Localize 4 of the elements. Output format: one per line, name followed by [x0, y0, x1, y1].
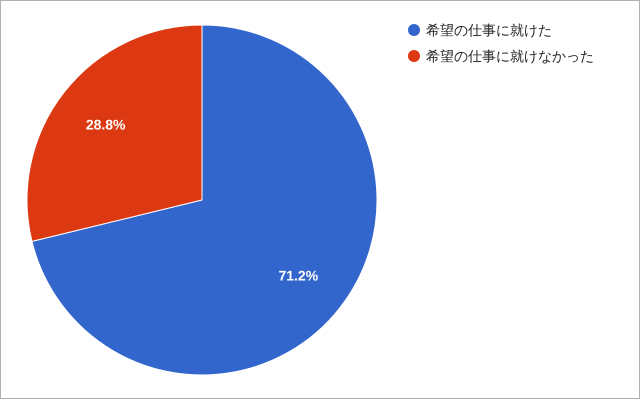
data-label: 28.8% [86, 116, 126, 132]
legend-label: 希望の仕事に就けなかった [426, 48, 594, 64]
data-label: 71.2% [278, 268, 319, 284]
legend-label: 希望の仕事に就けた [426, 22, 552, 38]
